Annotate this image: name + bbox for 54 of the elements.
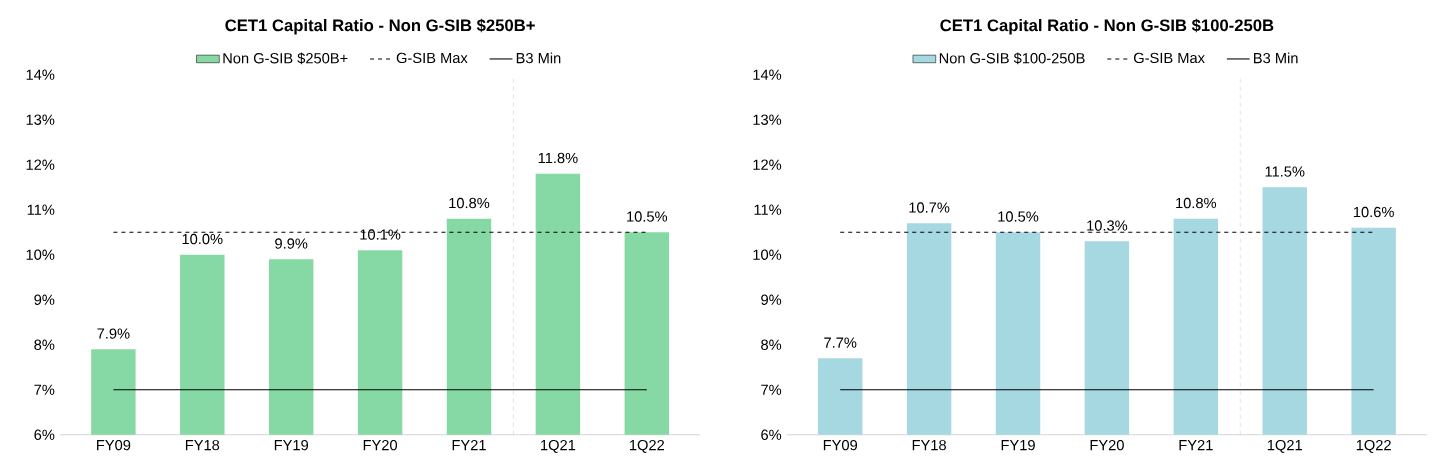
y-tick-label: 6% [761, 429, 782, 440]
y-tick-label: 8% [34, 339, 55, 350]
y-tick-label: 7% [761, 384, 782, 395]
x-tick-label: FY21 [452, 439, 486, 451]
legend-label: Non G-SIB $250B+ [223, 52, 348, 65]
legend-label: G-SIB Max [1133, 52, 1205, 64]
chart-title: CET1 Capital Ratio - Non G-SIB $100-250B [940, 18, 1274, 35]
data-label: 9.9% [275, 238, 308, 249]
data-label: 7.9% [97, 328, 130, 339]
y-tick-label: 6% [34, 429, 55, 440]
x-tick-label: 1Q21 [1267, 439, 1302, 453]
data-label: 11.8% [538, 152, 578, 164]
y-tick-label: 11% [754, 204, 782, 215]
chart-title: CET1 Capital Ratio - Non G-SIB $250B+ [225, 18, 535, 35]
data-label: 7.7% [824, 337, 857, 348]
data-label: 10.8% [1176, 197, 1217, 209]
data-label: 10.8% [449, 197, 490, 209]
data-label: 10.7% [909, 202, 950, 213]
x-tick-label: FY09 [97, 439, 131, 451]
y-tick-label: 11% [27, 204, 55, 215]
data-label: 10.0% [182, 233, 223, 245]
y-tick-label: 10% [753, 249, 782, 260]
y-tick-label: 13% [753, 114, 782, 125]
data-label: 11.5% [1265, 166, 1305, 177]
data-label: 10.3% [1087, 220, 1128, 231]
x-tick-label: FY18 [185, 439, 220, 451]
y-tick-label: 14% [26, 69, 55, 80]
y-tick-label: 10% [26, 249, 55, 260]
y-tick-label: 13% [26, 114, 55, 125]
data-label: 10.6% [1353, 206, 1394, 218]
legend-label: B3 Min [516, 52, 561, 64]
data-label: 10.5% [998, 211, 1039, 222]
y-tick-label: 9% [761, 294, 782, 305]
y-tick-label: 7% [34, 384, 55, 395]
legend-label: Non G-SIB $100-250B [939, 52, 1085, 65]
x-tick-label: FY18 [912, 439, 946, 451]
x-tick-label: FY20 [1090, 439, 1124, 451]
x-tick-label: 1Q21 [541, 439, 576, 453]
x-tick-label: FY19 [274, 439, 309, 451]
x-tick-label: 1Q22 [629, 439, 665, 453]
y-tick-label: 8% [761, 339, 782, 350]
x-tick-label: FY09 [823, 439, 858, 451]
y-tick-label: 12% [753, 159, 782, 170]
y-tick-label: 14% [753, 69, 782, 80]
x-tick-label: 1Q22 [1356, 439, 1391, 453]
legend-label: B3 Min [1254, 52, 1298, 64]
y-tick-label: 12% [26, 159, 55, 170]
data-label: 10.5% [627, 211, 668, 222]
x-tick-label: FY19 [1001, 439, 1035, 451]
x-tick-label: FY21 [1179, 439, 1213, 451]
x-tick-label: FY20 [363, 439, 398, 451]
data-label: 10.1% [360, 229, 401, 240]
y-tick-label: 9% [34, 294, 55, 305]
legend-label: G-SIB Max [396, 52, 468, 64]
